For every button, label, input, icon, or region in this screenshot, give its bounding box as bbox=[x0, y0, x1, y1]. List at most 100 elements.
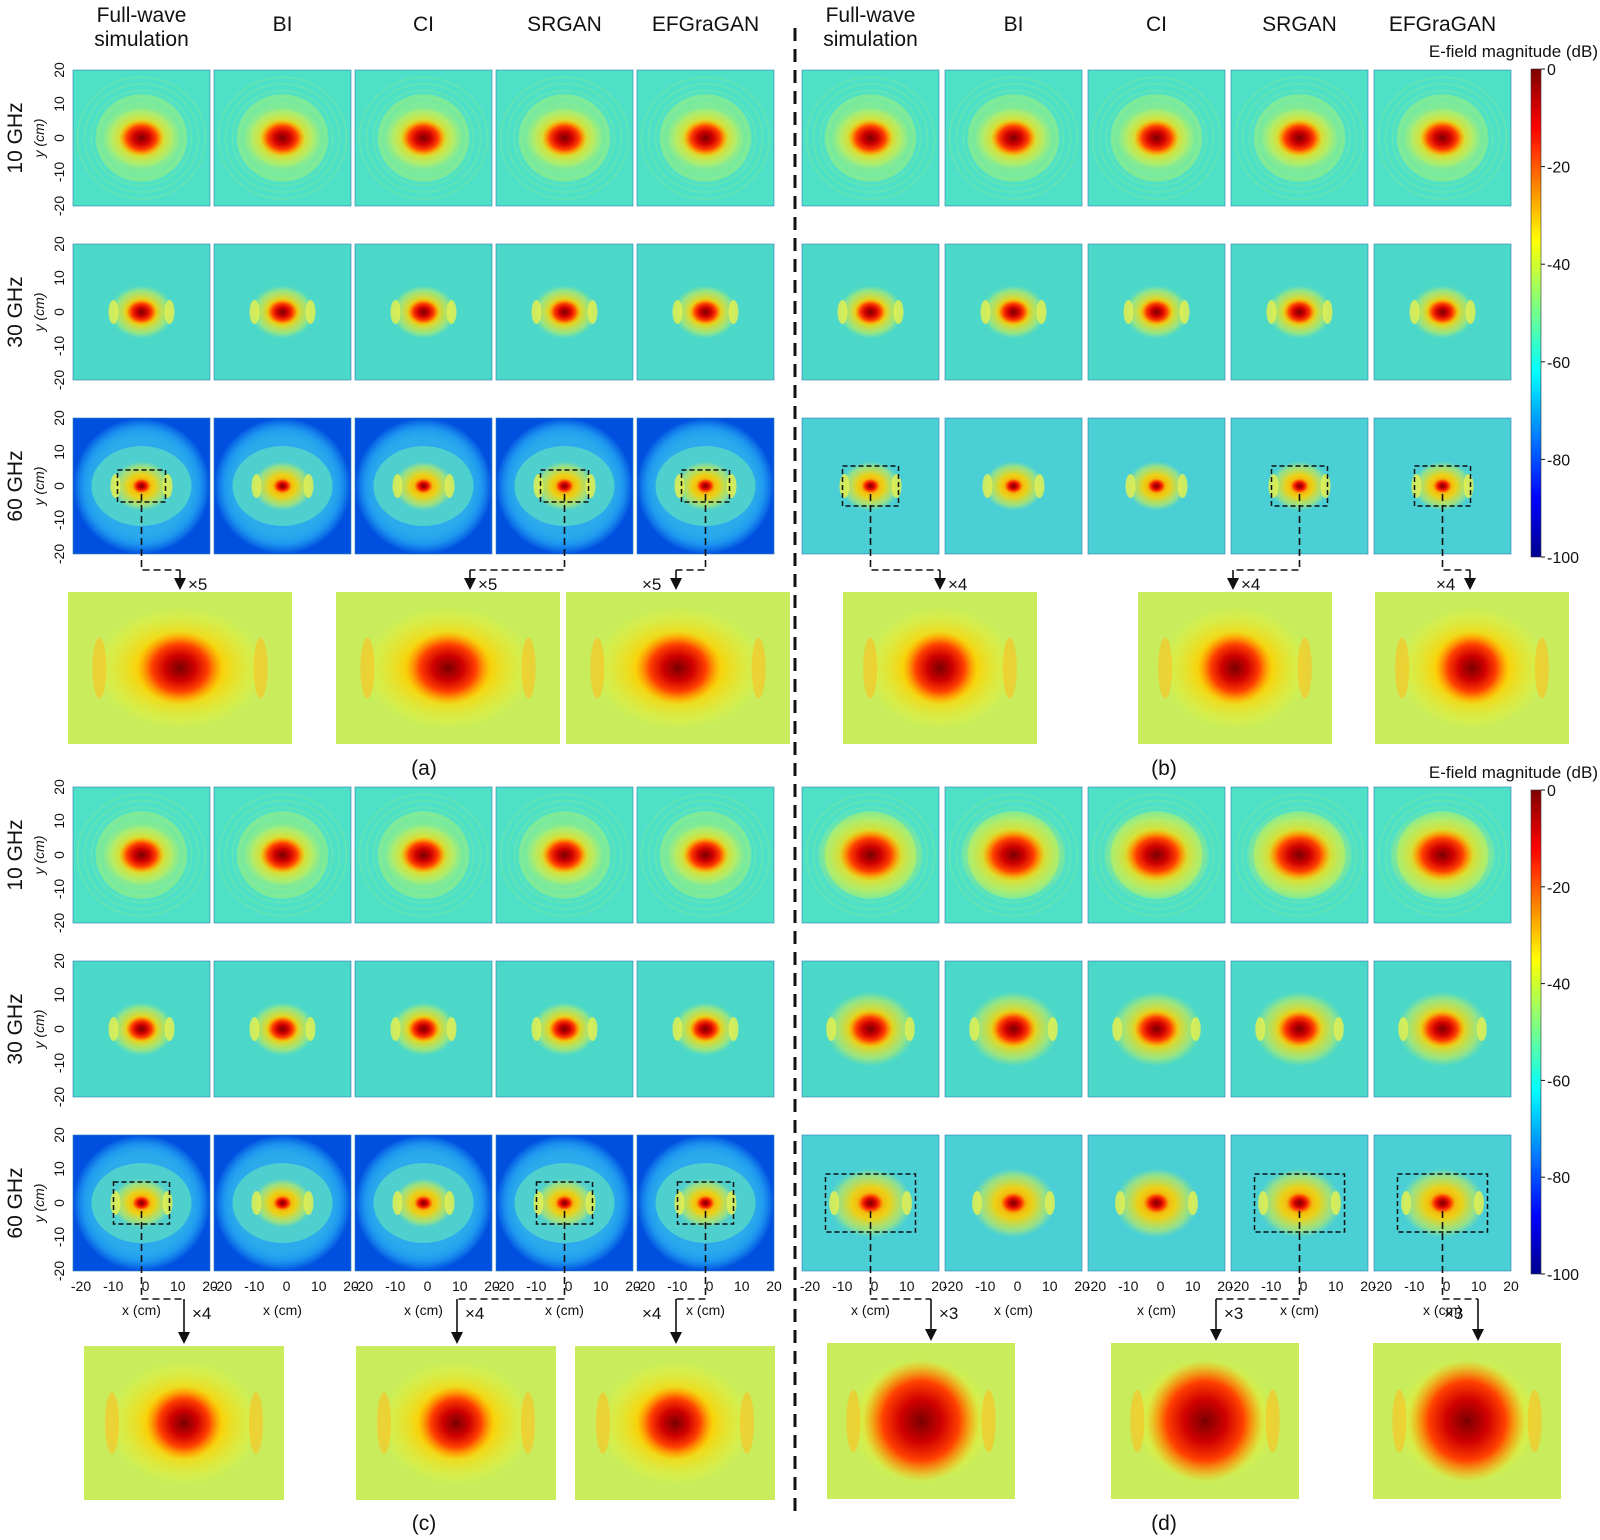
arrow-head bbox=[1227, 578, 1239, 590]
left-xlabel-3: x (cm) bbox=[545, 1302, 584, 1318]
field-map-b-r0-c4 bbox=[1373, 69, 1512, 207]
zoom-inset-b-0 bbox=[843, 592, 1037, 744]
zoom-box-c-c4 bbox=[676, 1181, 735, 1225]
arrow-head bbox=[1210, 1329, 1222, 1341]
field-map-b-r2-c2 bbox=[1087, 417, 1226, 555]
right-xtick-0-2: 0 bbox=[871, 1278, 879, 1294]
upper-colorbar-tick-1: -20 bbox=[1547, 160, 1570, 177]
top-ytick-0-1: -10 bbox=[51, 162, 67, 182]
bottom-ytick-2-1: -10 bbox=[51, 1227, 67, 1247]
field-map-c-r1-c1 bbox=[213, 960, 352, 1098]
right-xtick-2-2: 0 bbox=[1157, 1278, 1165, 1294]
top-ylabel-0: y (cm) bbox=[31, 119, 47, 159]
zoom-inset-c-1 bbox=[356, 1346, 556, 1500]
field-map-d-r0-c2 bbox=[1087, 786, 1226, 924]
field-map-a-r0-c1 bbox=[213, 69, 352, 207]
right-xlabel-0: x (cm) bbox=[851, 1302, 890, 1318]
zoom-inset-d-0 bbox=[827, 1343, 1015, 1499]
top-ytick-2-1: -10 bbox=[51, 510, 67, 530]
right-xtick-4-0: -20 bbox=[1372, 1278, 1392, 1294]
column-header-right-2: CI bbox=[1146, 13, 1167, 36]
panel-label-3: (d) bbox=[1151, 1512, 1177, 1535]
right-xtick-0-4: 20 bbox=[931, 1278, 947, 1294]
left-xtick-2-1: -10 bbox=[385, 1278, 405, 1294]
magnification-label: ×3 bbox=[1444, 1304, 1463, 1323]
field-map-a-r0-c4 bbox=[636, 69, 775, 207]
zoom-box-d-c0 bbox=[824, 1173, 917, 1233]
left-xtick-4-4: 20 bbox=[766, 1278, 782, 1294]
field-map-d-r2-c1 bbox=[944, 1134, 1083, 1272]
top-ytick-2-0: -20 bbox=[51, 544, 67, 564]
column-header-right-1: BI bbox=[1004, 13, 1024, 36]
arrow-head bbox=[670, 1332, 682, 1344]
bottom-ytick-0-3: 10 bbox=[51, 813, 67, 829]
zoom-inset-a-1 bbox=[336, 592, 560, 744]
field-map-a-r2-c2 bbox=[354, 417, 493, 555]
top-freq-2: 60 GHz bbox=[4, 450, 27, 521]
zoom-inset-a-0 bbox=[68, 592, 292, 744]
right-xtick-4-3: 10 bbox=[1471, 1278, 1487, 1294]
top-ytick-1-1: -10 bbox=[51, 336, 67, 356]
field-map-d-r0-c3 bbox=[1230, 786, 1369, 924]
field-map-d-r0-c0 bbox=[801, 786, 940, 924]
bottom-freq-2: 60 GHz bbox=[4, 1167, 27, 1238]
right-xtick-0-3: 10 bbox=[899, 1278, 915, 1294]
bottom-ytick-1-1: -10 bbox=[51, 1053, 67, 1073]
field-map-b-r0-c0 bbox=[801, 69, 940, 207]
right-xtick-1-1: -10 bbox=[975, 1278, 995, 1294]
right-xtick-2-4: 20 bbox=[1217, 1278, 1233, 1294]
right-xtick-3-3: 10 bbox=[1328, 1278, 1344, 1294]
left-xtick-2-3: 10 bbox=[452, 1278, 468, 1294]
field-map-d-r1-c4 bbox=[1373, 960, 1512, 1098]
zoom-connector bbox=[140, 494, 180, 571]
right-xtick-3-0: -20 bbox=[1229, 1278, 1249, 1294]
bottom-ylabel-2: y (cm) bbox=[31, 1184, 47, 1224]
field-map-a-r1-c4 bbox=[636, 243, 775, 381]
top-ytick-2-3: 10 bbox=[51, 444, 67, 460]
zoom-inset-a-2 bbox=[566, 592, 790, 744]
top-ytick-1-0: -20 bbox=[51, 370, 67, 390]
bottom-ytick-0-1: -10 bbox=[51, 879, 67, 899]
right-xtick-2-0: -20 bbox=[1086, 1278, 1106, 1294]
bottom-ylabel-1: y (cm) bbox=[31, 1010, 47, 1050]
arrow-head bbox=[925, 1329, 937, 1341]
upper-colorbar bbox=[1530, 68, 1542, 558]
left-xlabel-1: x (cm) bbox=[263, 1302, 302, 1318]
right-xtick-3-1: -10 bbox=[1261, 1278, 1281, 1294]
magnification-label: ×4 bbox=[192, 1304, 211, 1323]
right-xlabel-4: x (cm) bbox=[1423, 1302, 1462, 1318]
right-xlabel-2: x (cm) bbox=[1137, 1302, 1176, 1318]
right-xtick-0-1: -10 bbox=[832, 1278, 852, 1294]
zoom-connector bbox=[1441, 1211, 1478, 1300]
left-xtick-3-1: -10 bbox=[526, 1278, 546, 1294]
left-xtick-1-0: -20 bbox=[212, 1278, 232, 1294]
field-map-d-r1-c1 bbox=[944, 960, 1083, 1098]
left-xtick-3-0: -20 bbox=[494, 1278, 514, 1294]
zoom-connector bbox=[1441, 494, 1470, 571]
zoom-inset-b-2 bbox=[1375, 592, 1569, 744]
column-header-left-1: BI bbox=[273, 13, 293, 36]
divider-and-frame bbox=[793, 28, 1545, 1512]
zoom-inset-d-1 bbox=[1111, 1343, 1299, 1499]
arrow-head bbox=[670, 578, 682, 590]
zoom-box-c-c0 bbox=[112, 1181, 171, 1225]
arrow-head bbox=[178, 1332, 190, 1344]
zoom-box-a-c0 bbox=[116, 469, 167, 503]
lower-colorbar-tick-2: -40 bbox=[1547, 977, 1570, 994]
column-header-right-4: EFGraGAN bbox=[1389, 13, 1496, 36]
bottom-freq-1: 30 GHz bbox=[4, 993, 27, 1064]
left-xtick-1-1: -10 bbox=[244, 1278, 264, 1294]
bottom-ytick-0-2: 0 bbox=[51, 851, 67, 859]
bottom-ytick-2-4: 20 bbox=[51, 1127, 67, 1143]
left-xtick-4-0: -20 bbox=[635, 1278, 655, 1294]
zoom-connector bbox=[676, 1211, 707, 1300]
zoom-connector bbox=[470, 494, 566, 571]
right-xtick-1-4: 20 bbox=[1074, 1278, 1090, 1294]
top-ytick-0-3: 10 bbox=[51, 96, 67, 112]
arrow-head bbox=[934, 578, 946, 590]
panel-label-0: (a) bbox=[411, 757, 437, 780]
bottom-freq-0: 10 GHz bbox=[4, 819, 27, 890]
right-xtick-4-1: -10 bbox=[1404, 1278, 1424, 1294]
upper-colorbar-tick-4: -80 bbox=[1547, 452, 1570, 469]
right-xlabel-1: x (cm) bbox=[994, 1302, 1033, 1318]
